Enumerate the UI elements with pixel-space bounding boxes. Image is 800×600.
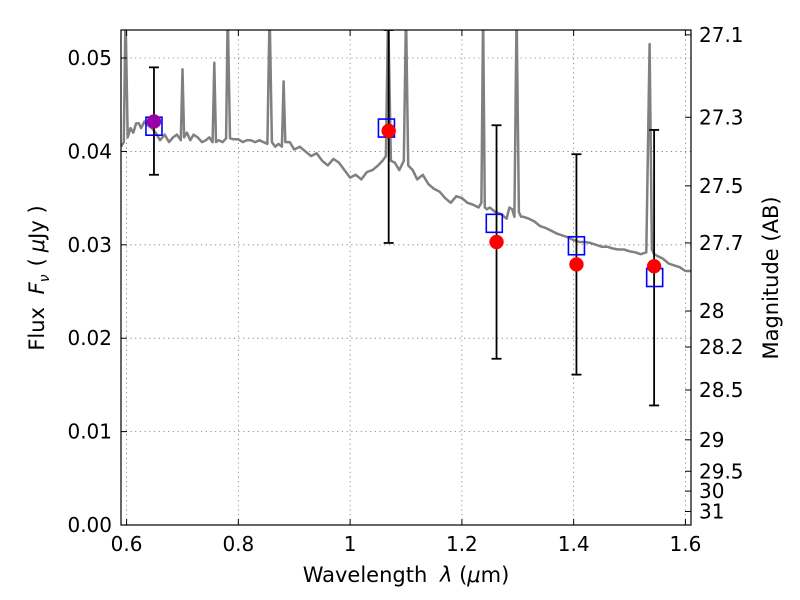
y2-tick-label: 29 (699, 428, 724, 452)
model-square-marker (485, 213, 504, 234)
y-axis-label: Flux Fν(μJy ) (25, 205, 53, 350)
observed-photometry-circles (146, 114, 662, 274)
y-tick-label: 0.01 (67, 420, 112, 444)
y2-tick-label: 27.1 (699, 23, 744, 47)
x-tick-label: 0.8 (222, 532, 254, 556)
y2-tick-label: 27.5 (699, 174, 744, 198)
y2-tick-label: 27.7 (699, 231, 744, 255)
y-tick-label: 0.04 (67, 139, 112, 163)
y2-tick-label: 31 (699, 499, 724, 523)
y-tick-label: 0.00 (67, 513, 112, 537)
model-square-marker (567, 235, 586, 256)
y-tick-label: 0.03 (67, 233, 112, 257)
observed-circle-marker (381, 123, 396, 139)
plot-frame (120, 29, 692, 526)
plot-area (121, 30, 691, 407)
observed-circle-marker (146, 114, 162, 129)
x-tick-label: 0.6 (111, 532, 143, 556)
tick-labels: 0.6 0.8 1 1.2 1.4 1.6 0.00 0.01 0.02 0.03 0.04 0.05… (67, 23, 743, 556)
y2-tick-label: 29.5 (699, 459, 744, 483)
x-axis-label: Wavelength λ (μm) (303, 563, 510, 587)
observed-circle-marker (646, 259, 662, 274)
y2-tick-label: 30 (699, 479, 724, 503)
y2-tick-label: 28.2 (699, 335, 744, 359)
grid-lines (121, 30, 691, 525)
y2-tick-label: 28 (699, 299, 724, 323)
spectrum-line (121, 30, 691, 273)
y2-tick-label: 27.3 (699, 105, 744, 129)
observed-circle-marker (569, 257, 584, 272)
y2-tick-label: 28.5 (699, 378, 744, 402)
axis-ticks (121, 30, 691, 526)
x-tick-label: 1.4 (558, 532, 590, 556)
x-tick-label: 1.2 (446, 532, 478, 556)
spectrum-line-series (121, 30, 691, 273)
x-tick-label: 1 (344, 532, 357, 556)
x-tick-label: 1.6 (670, 532, 702, 556)
y-tick-label: 0.05 (67, 46, 112, 70)
y-tick-label: 0.02 (67, 326, 112, 350)
observed-circle-marker (489, 234, 504, 250)
y2-axis-label: Magnitude (AB) (759, 196, 783, 359)
